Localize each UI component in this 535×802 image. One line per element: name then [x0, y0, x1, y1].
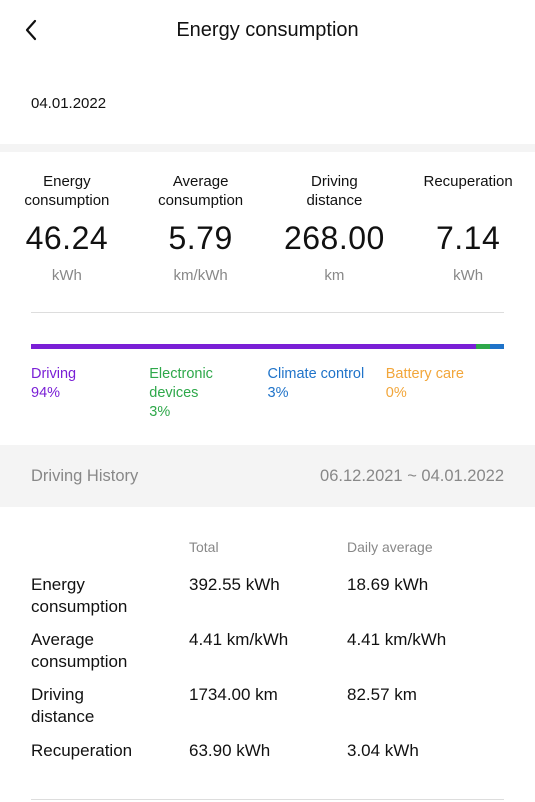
stat-driving-distance: Driving distance 268.00 km [268, 172, 402, 284]
stat-energy-consumption: Energy consumption 46.24 kWh [0, 172, 134, 284]
consumption-breakdown-bar [31, 344, 504, 349]
stats-row: Energy consumption 46.24 kWh Average con… [0, 172, 535, 284]
driving-history-header: Driving History 06.12.2021 ~ 04.01.2022 [0, 445, 535, 507]
stat-unit: km [324, 267, 345, 284]
stat-label: Average consumption [158, 173, 244, 209]
stat-unit: kWh [453, 267, 484, 284]
row-total: 392.55 kWh [189, 575, 280, 594]
stat-value: 5.79 [168, 220, 233, 256]
row-total: 63.90 kWh [189, 741, 271, 760]
column-header-daily-average: Daily average [347, 539, 433, 555]
stat-unit: kWh [51, 267, 82, 284]
row-daily: 4.41 km/kWh [347, 630, 447, 649]
stat-label: Driving distance [306, 173, 363, 209]
stat-value: 46.24 [25, 220, 109, 256]
legend-percent: 0% [385, 385, 407, 401]
row-label: Driving distance [31, 685, 95, 726]
legend-battery-care: Battery care 0% [386, 365, 504, 422]
app-header: Energy consumption [0, 0, 535, 60]
legend-driving: Driving 94% [31, 365, 149, 422]
row-label: Average consumption [31, 630, 128, 671]
stat-value: 268.00 [283, 220, 385, 256]
stat-label: Energy consumption [24, 173, 110, 209]
selected-date[interactable]: 04.01.2022 [31, 95, 107, 112]
legend-electronic-devices: Electronic devices 3% [149, 365, 267, 422]
bar-segment-driving [31, 344, 476, 349]
section-gap [0, 144, 535, 152]
row-label: Energy consumption [31, 575, 128, 616]
history-table: Total Daily average Energy consumption 3… [0, 507, 535, 802]
summary-card: Energy consumption 46.24 kWh Average con… [0, 152, 535, 445]
bar-segment-climate-control [489, 344, 504, 349]
legend-label: Electronic devices [149, 366, 213, 401]
stat-recuperation: Recuperation 7.14 kWh [401, 172, 535, 284]
row-label: Recuperation [31, 741, 133, 760]
stat-unit: km/kWh [173, 267, 228, 284]
stat-label: Recuperation [423, 173, 513, 190]
legend-climate-control: Climate control 3% [268, 365, 386, 422]
column-header-total: Total [189, 539, 219, 555]
driving-history-label: Driving History [31, 467, 139, 485]
chevron-left-icon [25, 19, 37, 41]
bar-segment-electronic-devices [475, 344, 490, 349]
row-total: 4.41 km/kWh [189, 630, 289, 649]
legend-label: Battery care [385, 366, 464, 382]
legend-percent: 3% [149, 404, 171, 420]
row-daily: 3.04 kWh [347, 741, 419, 760]
divider [31, 312, 504, 313]
legend-label: Driving [31, 366, 77, 382]
stat-average-consumption: Average consumption 5.79 km/kWh [134, 172, 268, 284]
legend-percent: 3% [267, 385, 289, 401]
legend-label: Climate control [267, 366, 365, 382]
history-date-range[interactable]: 06.12.2021 ~ 04.01.2022 [320, 467, 504, 485]
page-title: Energy consumption [176, 18, 359, 41]
row-daily: 18.69 kWh [347, 575, 429, 594]
breakdown-legend: Driving 94% Electronic devices 3% Climat… [31, 365, 504, 422]
back-button[interactable] [18, 17, 44, 43]
row-daily: 82.57 km [347, 685, 417, 704]
legend-percent: 94% [31, 385, 61, 401]
date-section: 04.01.2022 [0, 60, 535, 144]
row-total: 1734.00 km [189, 685, 278, 704]
stat-value: 7.14 [435, 220, 501, 256]
